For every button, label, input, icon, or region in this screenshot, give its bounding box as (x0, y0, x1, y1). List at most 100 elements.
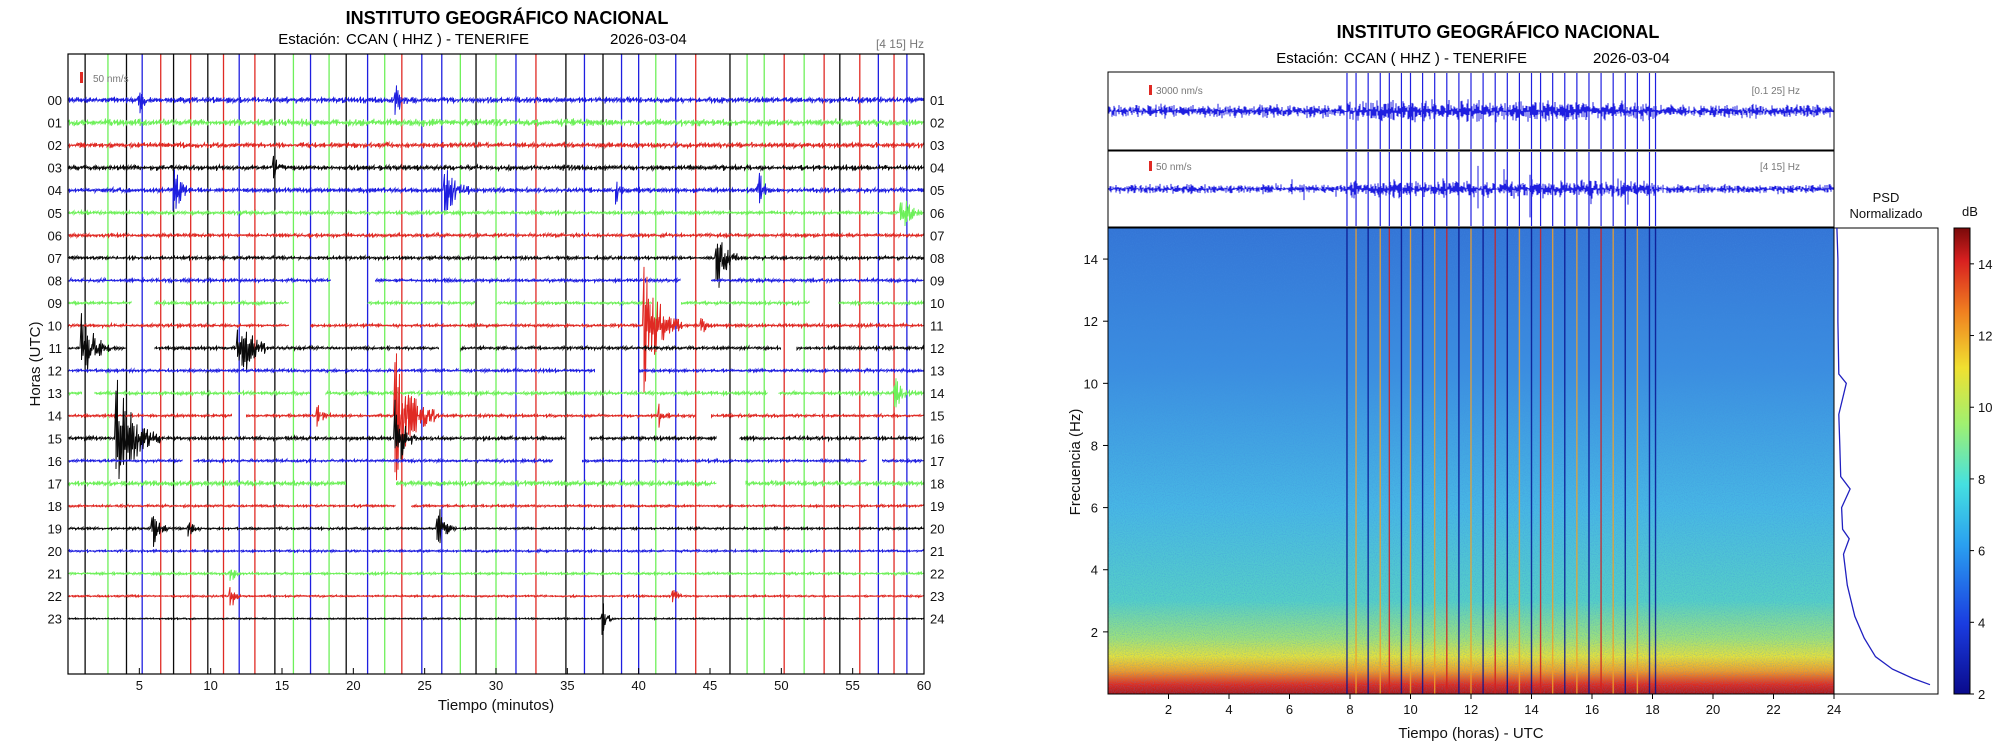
trace-noise (1108, 165, 1834, 218)
helicorder-trace (67, 85, 924, 115)
spectrogram-event-lines (1346, 228, 1657, 694)
hour-label-right: 22 (930, 567, 944, 582)
helicorder-trace (67, 169, 924, 214)
helicorder-x-tick-label: 45 (703, 678, 717, 693)
spectrogram-x-tick-label: 22 (1766, 702, 1780, 717)
hour-label-left: 05 (48, 206, 62, 221)
spectrogram-x-tick-label: 18 (1645, 702, 1659, 717)
hour-label-right: 14 (930, 386, 944, 401)
helicorder-x-label: Tiempo (minutos) (438, 697, 554, 714)
helicorder-station-label: Estación: (278, 31, 340, 48)
helicorder-trace (67, 379, 924, 480)
hour-label-left: 04 (48, 183, 62, 198)
helicorder-trace (67, 118, 924, 128)
trace2-filter-label: [4 15] Hz (1760, 162, 1800, 173)
helicorder-trace (67, 548, 924, 554)
helicorder-trace (67, 502, 924, 510)
colorbar (1953, 227, 1971, 695)
trace1-scale-bar (1149, 85, 1152, 95)
hour-label-right: 08 (930, 251, 944, 266)
helicorder-trace (67, 155, 924, 179)
hour-label-right: 07 (930, 228, 944, 243)
spectrogram-x-tick-label: 14 (1524, 702, 1538, 717)
hour-label-right: 09 (930, 273, 944, 288)
trace1-waveform (1108, 73, 1834, 149)
helicorder-plot-frame (67, 53, 925, 675)
hour-label-right: 13 (930, 364, 944, 379)
spectrogram-x-label: Tiempo (horas) - UTC (1398, 725, 1543, 742)
helicorder-trace (67, 569, 924, 581)
trace2-waveform (1108, 152, 1834, 226)
hour-label-left: 03 (48, 161, 62, 176)
trace1-scale-label: 3000 nm/s (1156, 86, 1203, 97)
hour-label-right: 10 (930, 296, 944, 311)
helicorder-x-tick-label: 15 (275, 678, 289, 693)
hour-label-left: 20 (48, 544, 62, 559)
hour-label-right: 04 (930, 161, 944, 176)
spectrogram-x-tick-label: 16 (1585, 702, 1599, 717)
helicorder-scale-bar (80, 72, 83, 83)
trace-noise (1108, 99, 1834, 123)
hour-label-left: 06 (48, 228, 62, 243)
helicorder-x-tick-label: 30 (489, 678, 503, 693)
helicorder-trace (67, 478, 924, 488)
hour-label-right: 02 (930, 116, 944, 131)
psd-subtitle: Normalizado (1850, 206, 1923, 221)
spectrogram-y-label: Frecuencia (Hz) (1067, 409, 1084, 516)
hour-label-left: 21 (48, 567, 62, 582)
helicorder-trace (67, 242, 924, 288)
hour-label-right: 18 (930, 476, 944, 491)
spectrogram-y-tick-label: 14 (1084, 252, 1098, 267)
spectrogram-y-tick-label: 10 (1084, 376, 1098, 391)
hour-label-right: 06 (930, 206, 944, 221)
spectrogram-y-tick-label: 4 (1091, 563, 1098, 578)
spectrogram-chart: INSTITUTO GEOGRÁFICO NACIONAL Estación: … (1067, 21, 1992, 742)
helicorder-x-tick-label: 40 (631, 678, 645, 693)
helicorder-trace (67, 367, 924, 375)
hour-label-left: 09 (48, 296, 62, 311)
hour-label-right: 21 (930, 544, 944, 559)
hour-label-right: 11 (930, 319, 944, 334)
hour-label-left: 00 (48, 93, 62, 108)
trace2-scale-label: 50 nm/s (1156, 162, 1192, 173)
helicorder-trace (67, 509, 924, 547)
trace2-scale-bar (1149, 161, 1152, 171)
helicorder-title: INSTITUTO GEOGRÁFICO NACIONAL (346, 7, 669, 28)
helicorder-traces (67, 85, 924, 635)
helicorder-trace (67, 266, 924, 394)
hour-label-right: 24 (930, 612, 944, 627)
helicorder-x-ticks: 5 10 15 20 25 30 35 40 45 50 55 60 (136, 668, 931, 693)
colorbar-ticks: 2 4 6 8 10 12 14 (1970, 257, 1992, 702)
helicorder-trace (67, 200, 924, 227)
hour-label-left: 18 (48, 499, 62, 514)
psd-frame (1833, 227, 1939, 695)
hour-label-left: 14 (48, 409, 62, 424)
helicorder-chart: INSTITUTO GEOGRÁFICO NACIONAL Estación: … (27, 7, 944, 714)
hour-label-left: 07 (48, 251, 62, 266)
colorbar-tick-label: 4 (1978, 615, 1985, 630)
helicorder-date: 2026-03-04 (610, 31, 687, 48)
spectrogram-y-tick-label: 2 (1091, 625, 1098, 640)
spectrogram-station: CCAN ( HHZ ) - TENERIFE (1344, 50, 1527, 67)
hour-label-left: 02 (48, 138, 62, 153)
spectrogram-x-tick-label: 8 (1346, 702, 1353, 717)
hour-label-left: 19 (48, 521, 62, 536)
spectrogram-x-tick-label: 24 (1827, 702, 1841, 717)
spectrogram-x-tick-label: 4 (1225, 702, 1232, 717)
trace1-filter-label: [0.1 25] Hz (1752, 86, 1800, 97)
helicorder-station: CCAN ( HHZ ) - TENERIFE (346, 31, 529, 48)
spectrogram-panel: INSTITUTO GEOGRÁFICO NACIONAL Estación: … (1000, 0, 2000, 754)
helicorder-trace (67, 457, 924, 465)
hour-label-left: 12 (48, 364, 62, 379)
helicorder-x-tick-label: 5 (136, 678, 143, 693)
hour-label-right: 17 (930, 454, 944, 469)
colorbar-tick-label: 10 (1978, 400, 1992, 415)
spectrogram-y-tick-label: 6 (1091, 501, 1098, 516)
hour-label-left: 13 (48, 386, 62, 401)
helicorder-trace (67, 587, 924, 606)
hour-label-left: 23 (48, 612, 62, 627)
hour-label-right: 15 (930, 409, 944, 424)
spectrogram-y-tick-label: 8 (1091, 438, 1098, 453)
colorbar-tick-label: 14 (1978, 257, 1992, 272)
